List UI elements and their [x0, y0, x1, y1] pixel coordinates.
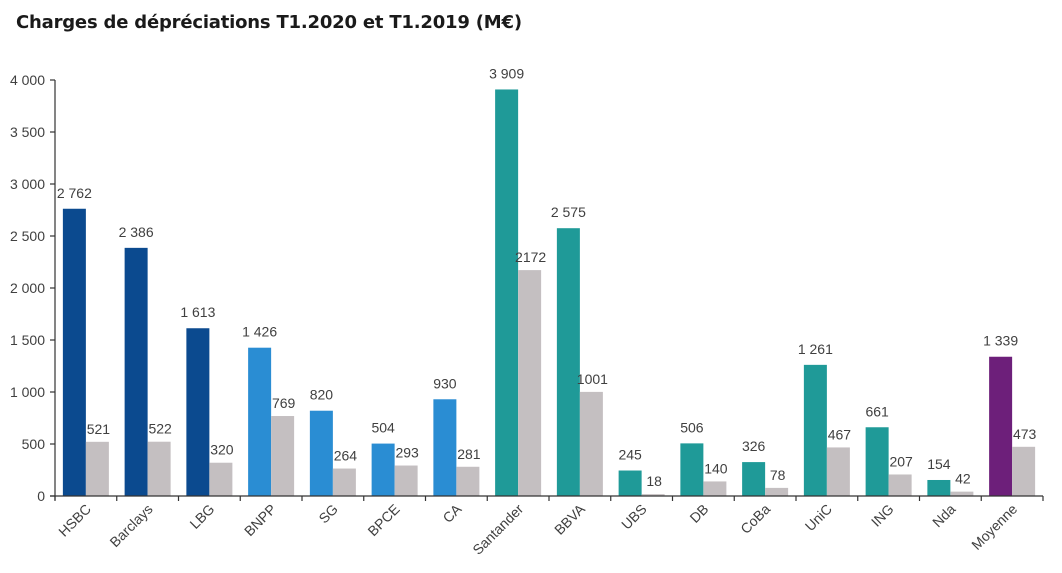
- data-label-t1-2019: 522: [148, 421, 172, 437]
- data-label-t1-2019: 281: [457, 446, 481, 462]
- bar-t1-2020: [186, 328, 210, 496]
- data-label-t1-2020: 1 261: [798, 341, 833, 357]
- bar-t1-2019: [641, 494, 665, 496]
- bar-t1-2020: [803, 364, 827, 496]
- bar-t1-2020: [62, 208, 86, 496]
- bar-t1-2019: [332, 468, 356, 496]
- chart-title: Charges de dépréciations T1.2020 et T1.2…: [16, 12, 522, 33]
- bar-t1-2020: [865, 427, 889, 496]
- y-tick-label: 3 000: [10, 176, 45, 192]
- bar-t1-2019: [826, 447, 850, 496]
- bar-t1-2019: [85, 441, 109, 496]
- bar-t1-2019: [703, 481, 727, 496]
- category-label: ING: [868, 501, 897, 530]
- data-label-t1-2019: 473: [1013, 426, 1037, 442]
- bar-t1-2019: [579, 391, 603, 496]
- data-label-t1-2020: 1 613: [180, 304, 215, 320]
- data-label-t1-2019: 293: [395, 445, 419, 461]
- data-label-t1-2020: 1 426: [242, 324, 277, 340]
- category-label: Santander: [469, 501, 526, 558]
- data-label-t1-2019: 42: [955, 471, 971, 487]
- data-label-t1-2019: 140: [704, 460, 728, 476]
- bar-t1-2020: [680, 443, 704, 496]
- data-label-t1-2019: 2172: [515, 249, 546, 265]
- bar-t1-2019: [394, 465, 418, 496]
- data-label-t1-2020: 326: [742, 438, 766, 454]
- bar-t1-2020: [618, 470, 642, 496]
- category-label: CoBa: [737, 501, 773, 537]
- data-labels-group: 2 762 521 2 386 522 1 613 320 1 426 769 820 264 50…: [57, 65, 1037, 489]
- bar-t1-2019: [209, 462, 233, 496]
- y-tick-label: 500: [22, 436, 46, 452]
- data-label-t1-2020: 661: [865, 403, 889, 419]
- data-label-t1-2020: 506: [680, 419, 704, 435]
- bar-t1-2019: [147, 441, 171, 496]
- data-label-t1-2020: 504: [371, 420, 395, 436]
- category-label: LBG: [186, 501, 217, 532]
- category-label: DB: [686, 501, 711, 526]
- data-label-t1-2019: 769: [272, 395, 296, 411]
- category-label: BBVA: [551, 500, 588, 537]
- data-label-t1-2019: 18: [646, 473, 662, 489]
- category-label: CA: [439, 500, 465, 526]
- data-label-t1-2019: 1001: [577, 371, 608, 387]
- bars-group: [62, 89, 1036, 497]
- y-tick-label: 1 500: [10, 332, 45, 348]
- y-tick-label: 3 500: [10, 124, 45, 140]
- category-label: Barclays: [106, 501, 155, 550]
- category-label: Moyenne: [968, 501, 1020, 553]
- bar-t1-2020: [248, 347, 272, 496]
- bar-t1-2020: [989, 356, 1013, 496]
- y-tick-label: 0: [37, 488, 45, 504]
- data-label-t1-2020: 820: [310, 387, 334, 403]
- data-label-t1-2019: 521: [87, 421, 111, 437]
- bar-t1-2020: [495, 89, 519, 497]
- y-tick-label: 2 000: [10, 280, 45, 296]
- data-label-t1-2019: 78: [770, 467, 786, 483]
- category-label: BPCE: [364, 501, 402, 539]
- bar-t1-2020: [927, 479, 951, 496]
- bar-t1-2020: [371, 443, 395, 496]
- data-label-t1-2020: 2 386: [119, 224, 154, 240]
- data-label-t1-2019: 207: [889, 453, 913, 469]
- y-tick-label: 1 000: [10, 384, 45, 400]
- data-label-t1-2020: 930: [433, 375, 457, 391]
- data-label-t1-2020: 2 575: [551, 204, 586, 220]
- bar-t1-2020: [742, 462, 766, 496]
- bar-t1-2020: [309, 410, 333, 496]
- y-tick-label: 4 000: [10, 72, 45, 88]
- bar-t1-2019: [1012, 446, 1036, 496]
- bar-t1-2019: [888, 474, 912, 496]
- bar-t1-2019: [765, 487, 789, 496]
- y-tick-label: 2 500: [10, 228, 45, 244]
- bar-t1-2019: [271, 416, 295, 496]
- data-label-t1-2020: 2 762: [57, 185, 92, 201]
- bar-t1-2020: [124, 247, 148, 496]
- bar-t1-2020: [556, 228, 580, 496]
- data-label-t1-2019: 320: [210, 442, 234, 458]
- data-label-t1-2020: 3 909: [489, 65, 524, 81]
- data-label-t1-2019: 264: [334, 448, 358, 464]
- category-label: BNPP: [241, 501, 279, 539]
- category-label: SG: [315, 501, 341, 527]
- category-label: UBS: [618, 501, 650, 533]
- bar-t1-2020: [433, 399, 457, 496]
- data-label-t1-2020: 154: [927, 456, 951, 472]
- bar-t1-2019: [950, 491, 974, 496]
- category-label: Nda: [929, 501, 959, 531]
- data-label-t1-2019: 467: [828, 426, 852, 442]
- bar-t1-2019: [518, 270, 542, 496]
- category-label: UniC: [802, 501, 835, 534]
- bar-t1-2019: [456, 466, 480, 496]
- data-label-t1-2020: 245: [618, 447, 642, 463]
- category-label: HSBC: [55, 501, 94, 540]
- data-label-t1-2020: 1 339: [983, 333, 1018, 349]
